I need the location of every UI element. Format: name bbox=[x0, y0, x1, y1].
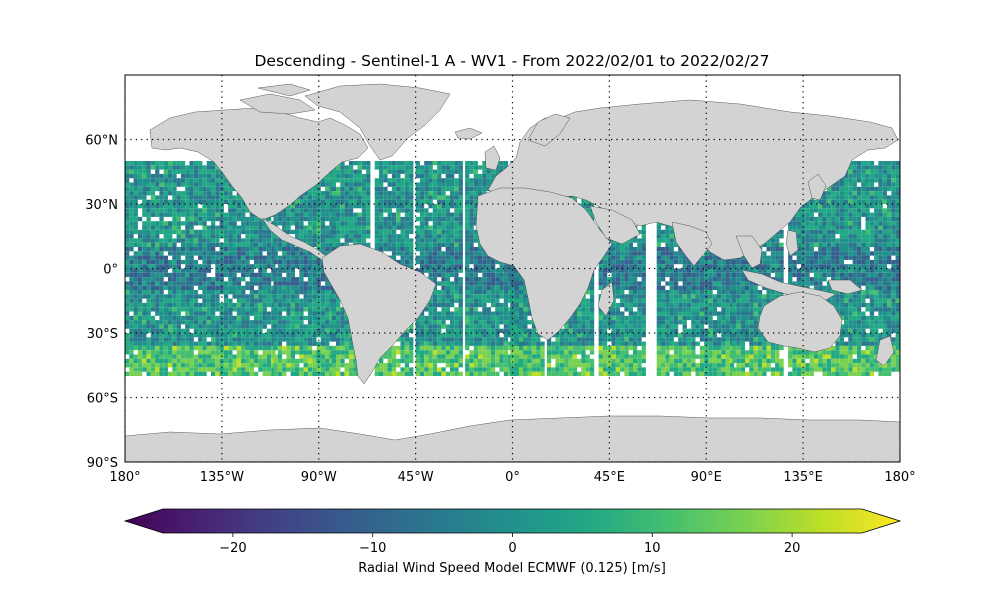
colorbar-label: Radial Wind Speed Model ECMWF (0.125) [m… bbox=[358, 561, 666, 576]
lat-label: 30°S bbox=[87, 327, 118, 342]
lon-label: 45°W bbox=[398, 470, 434, 485]
land-madagascar bbox=[597, 281, 615, 317]
land-australia bbox=[757, 291, 843, 353]
colorbar-tick-label: −10 bbox=[359, 541, 386, 556]
lon-label: 135°E bbox=[783, 470, 823, 485]
colorbar-tick-label: −20 bbox=[219, 541, 246, 556]
map-frame bbox=[124, 74, 901, 463]
lat-label: 60°S bbox=[87, 392, 118, 407]
land-southeast-asia bbox=[735, 235, 763, 269]
land-iceland bbox=[454, 127, 483, 140]
lat-label: 0° bbox=[103, 263, 118, 278]
lon-label: 135°W bbox=[200, 470, 244, 485]
land-philippines bbox=[785, 229, 799, 257]
lon-label: 180° bbox=[109, 470, 140, 485]
lon-label: 90°E bbox=[691, 470, 722, 485]
land-south-america bbox=[321, 243, 437, 385]
lon-label: 90°W bbox=[301, 470, 337, 485]
lon-label: 45°E bbox=[594, 470, 625, 485]
land-scandinavia bbox=[527, 113, 571, 147]
land-india bbox=[671, 221, 713, 267]
land-greenland bbox=[304, 83, 451, 161]
land-new-zealand bbox=[875, 335, 895, 367]
map-panel bbox=[125, 75, 900, 462]
colorbar-ticks: −20 −10 0 10 20 bbox=[219, 533, 800, 556]
lat-label: 60°N bbox=[85, 134, 118, 149]
land-africa bbox=[475, 187, 613, 341]
colorbar-tick-label: 10 bbox=[644, 541, 661, 556]
land-antarctica bbox=[125, 415, 900, 462]
lon-label: 180° bbox=[884, 470, 915, 485]
latitude-labels: 60°N 30°N 0° 30°S 60°S 90°S bbox=[85, 134, 118, 472]
colorbar: −20 −10 0 10 20 Radial Wind Speed Model ECMW… bbox=[123, 508, 902, 576]
lat-label: 30°N bbox=[85, 198, 118, 213]
colorbar-tick-label: 0 bbox=[508, 541, 516, 556]
lat-label: 90°S bbox=[87, 456, 118, 471]
land-new-guinea bbox=[827, 279, 863, 295]
map-title: Descending - Sentinel-1 A - WV1 - From 2… bbox=[254, 52, 769, 70]
colorbar-bar bbox=[123, 508, 902, 534]
colorbar-tick-label: 20 bbox=[784, 541, 801, 556]
land-uk bbox=[484, 145, 501, 171]
longitude-labels: 180° 135°W 90°W 45°W 0° 45°E 90°E 135°E 180° bbox=[109, 470, 915, 485]
lon-label: 0° bbox=[505, 470, 520, 485]
land-arctic-islands bbox=[239, 83, 316, 115]
land-indonesia bbox=[741, 269, 837, 301]
land-arabia bbox=[589, 205, 641, 245]
land-japan bbox=[807, 173, 827, 201]
